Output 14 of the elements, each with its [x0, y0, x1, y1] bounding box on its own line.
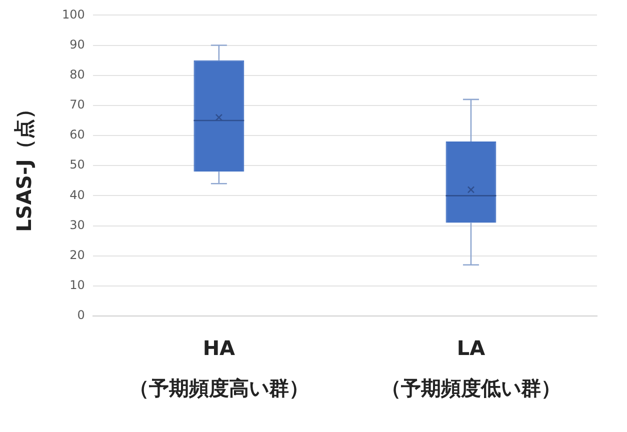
y-tick-label: 70 — [70, 98, 85, 112]
y-axis-title: LSAS-J（点） — [12, 99, 36, 232]
y-tick-label: 40 — [70, 188, 85, 202]
y-tick-label: 20 — [70, 248, 85, 262]
y-tick-label: 10 — [70, 278, 85, 292]
y-tick-label: 30 — [70, 218, 85, 232]
y-tick-label: 100 — [62, 7, 85, 22]
x-tick-label: LA （予期頻度低い群） — [380, 336, 561, 400]
x-tick-label: HA （予期頻度高い群） — [128, 336, 309, 400]
y-tick-label: 60 — [70, 128, 85, 142]
y-tick-label: 80 — [70, 67, 85, 82]
y-tick-label: 50 — [70, 158, 85, 172]
y-tick-label: 0 — [77, 308, 85, 322]
y-tick-label: 90 — [70, 37, 85, 52]
